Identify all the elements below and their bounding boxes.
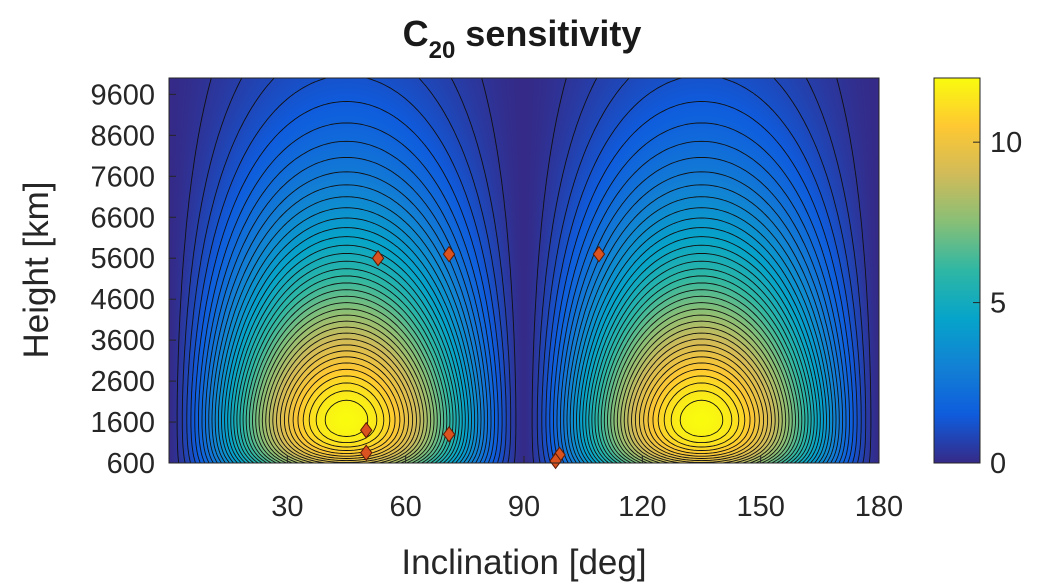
contour-line [230, 244, 818, 464]
contour-line [272, 332, 776, 464]
contour-line [221, 217, 827, 464]
contour-line [308, 382, 740, 448]
colorbar-tick-label: 0 [990, 448, 1006, 480]
contour-line [201, 140, 847, 464]
diamond-marker [359, 421, 373, 439]
x-tick-label: 180 [855, 491, 903, 523]
contour-line [292, 362, 756, 457]
contour-line [279, 344, 769, 463]
contour-line [181, 77, 867, 464]
contour-line [224, 227, 824, 464]
contour-line [265, 320, 783, 464]
x-axis-label: Inclination [deg] [401, 543, 646, 582]
chart-title-main: C [403, 13, 429, 54]
contour-line [214, 196, 834, 464]
chart-title-subscript: 20 [429, 37, 456, 64]
contour-line [233, 252, 815, 464]
y-tick-label: 7600 [90, 161, 155, 193]
x-tick-label: 90 [508, 491, 540, 523]
contour-line [288, 356, 760, 459]
y-tick-label: 9600 [90, 79, 155, 111]
contour-line [245, 282, 803, 464]
chart-title-rest: sensitivity [455, 13, 641, 54]
contour-line [283, 350, 765, 462]
contour-line [176, 77, 872, 464]
y-tick-label: 6600 [90, 202, 155, 234]
contour-line [217, 207, 831, 464]
contour-line [194, 101, 854, 464]
y-tick-label: 2600 [90, 366, 155, 398]
markers [359, 245, 606, 470]
contour-line [324, 399, 724, 437]
diamond-marker [442, 425, 456, 443]
y-axis: 600 1600 2600 3600 4600 5600 6600 7600 8600 9600 [90, 79, 176, 480]
contour-line [302, 375, 746, 451]
y-tick-label: 5600 [90, 243, 155, 275]
contour-line [190, 77, 858, 464]
contour-line [248, 289, 800, 464]
contour-line [255, 302, 793, 464]
x-tick-label: 30 [271, 491, 303, 523]
contour-line [211, 184, 837, 464]
contour-line [242, 275, 806, 464]
y-tick-label: 3600 [90, 325, 155, 357]
diamond-marker [371, 249, 385, 267]
diamond-marker [359, 444, 373, 462]
contour-line [186, 77, 862, 464]
x-axis: 30 60 90 120 150 180 [271, 456, 903, 523]
contour-line [252, 295, 796, 464]
contour-line [315, 390, 733, 444]
diamond-marker [442, 245, 456, 263]
contour-line [236, 260, 812, 464]
contour-line [276, 338, 772, 464]
colorbar-tick-label: 10 [990, 127, 1022, 159]
x-tick-label: 120 [618, 491, 666, 523]
contour-line [198, 122, 850, 464]
contour-line [208, 171, 840, 464]
plot-area [168, 77, 880, 470]
contour-line [268, 326, 780, 464]
chart-title: C20 sensitivity [403, 13, 642, 64]
colorbar: 0 5 10 [933, 77, 1022, 480]
colorbar-ticks: 0 5 10 [973, 127, 1022, 480]
y-tick-label: 600 [107, 448, 155, 480]
y-axis-label: Height [km] [17, 182, 56, 359]
diamond-marker [592, 245, 606, 263]
contour-line [227, 236, 821, 464]
colorbar-tick-label: 5 [990, 288, 1006, 320]
y-tick-label: 8600 [90, 120, 155, 152]
y-tick-label: 4600 [90, 284, 155, 316]
x-tick-label: 150 [736, 491, 784, 523]
x-tick-label: 60 [390, 491, 422, 523]
diamond-marker [549, 452, 562, 470]
contour-line [258, 308, 790, 464]
contour-line [239, 268, 809, 464]
colorbar-gradient [933, 77, 981, 464]
heatmap-field [169, 78, 879, 463]
y-tick-label: 1600 [90, 407, 155, 439]
contour-line [261, 314, 787, 464]
